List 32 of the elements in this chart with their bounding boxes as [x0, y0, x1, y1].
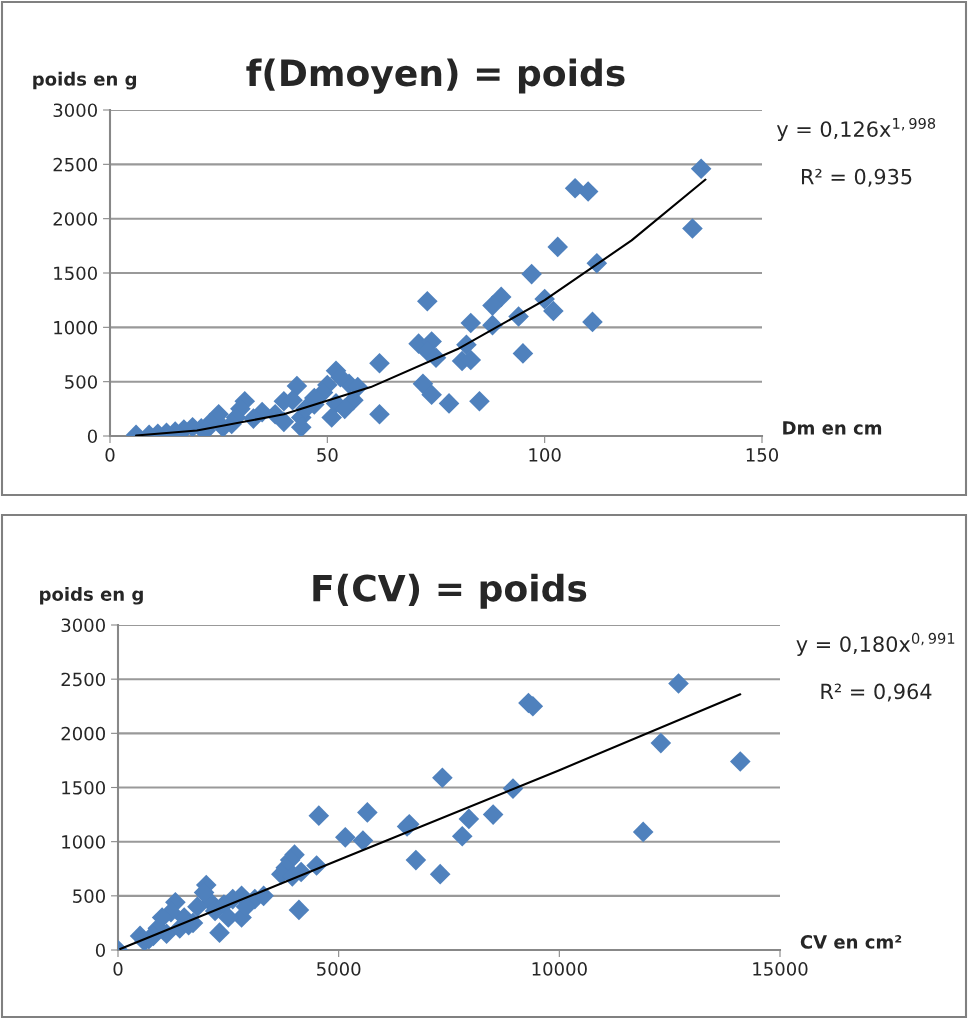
x-tick-label: 150	[746, 448, 779, 462]
chart-title: f(Dmoyen) = poids	[246, 58, 625, 94]
y-tick-label: 1500	[54, 266, 97, 281]
x-tick-label: 0	[113, 962, 123, 976]
y-tick-label: 1000	[54, 320, 97, 335]
text: y = 0,126x$^{1,998}$	[776, 117, 936, 142]
text: R² = 0,935	[802, 168, 912, 187]
x-tick-label: 0	[105, 448, 115, 462]
y-tick-label: 500	[65, 375, 97, 389]
y-tick-label: 2500	[61, 672, 105, 687]
y-tick-label: 2000	[53, 212, 97, 226]
y-tick-label: 1000	[62, 835, 105, 849]
text: y = 0,180x$^{0,991}$	[796, 632, 955, 656]
y-axis-title: poids en g	[40, 586, 143, 605]
x-tick-label: 50	[317, 448, 338, 462]
y-tick-label: 0	[95, 943, 105, 958]
y-tick-label: 1500	[62, 780, 105, 795]
y-tick-label: 2000	[61, 726, 105, 741]
y-tick-label: 3000	[61, 618, 105, 633]
x-tick-label: 15000	[753, 962, 808, 976]
y-tick-label: 3000	[53, 103, 97, 118]
x-tick-label: 100	[529, 448, 561, 462]
x-axis-title: Dm en cm	[783, 421, 882, 435]
x-tick-label: 5000	[317, 962, 361, 976]
y-tick-label: 500	[73, 889, 105, 903]
x-tick-label: 10000	[532, 962, 587, 976]
x-axis-title: CV en cm²	[800, 935, 902, 949]
y-axis-title: poids en g	[33, 71, 137, 90]
y-tick-label: 0	[87, 429, 97, 444]
y-tick-label: 2500	[53, 157, 97, 172]
text: R² = 0,964	[821, 683, 932, 702]
chart-title: F(CV) = poids	[313, 573, 587, 609]
